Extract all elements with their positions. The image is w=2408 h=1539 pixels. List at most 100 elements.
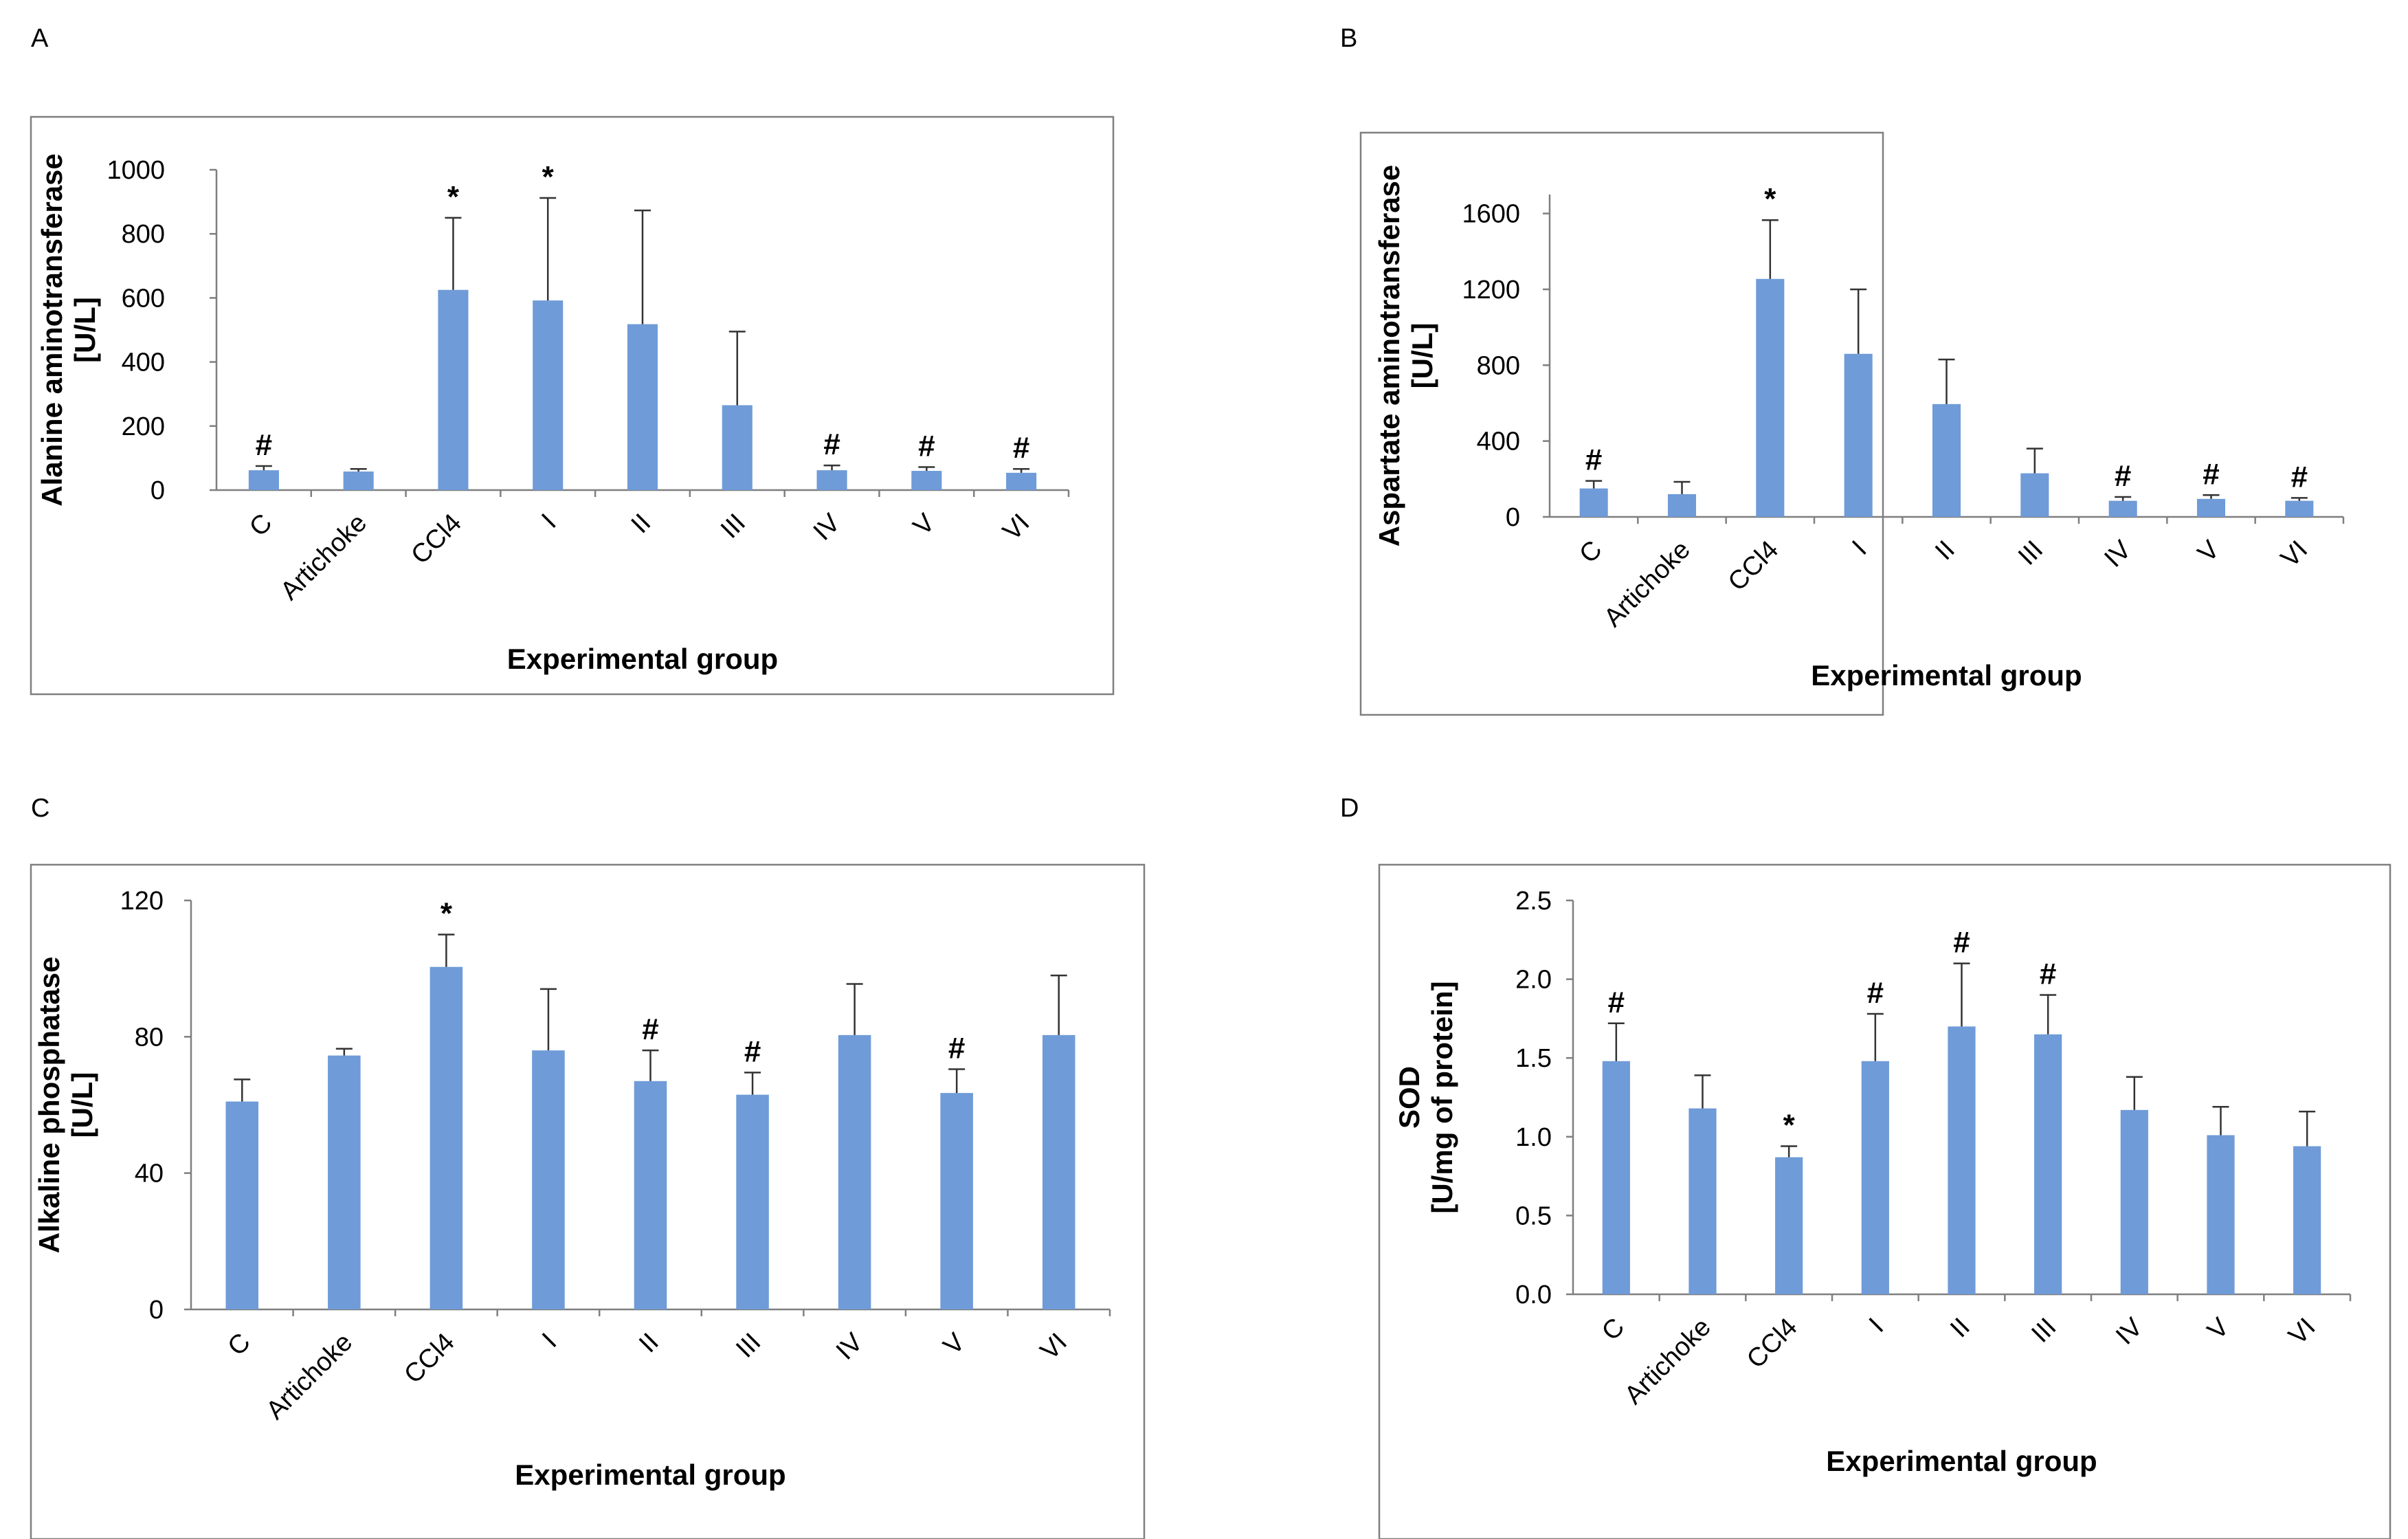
y-axis-title-line-2: [U/L] [1406,323,1438,389]
bar [2293,1146,2321,1294]
bar [1602,1061,1630,1294]
bar [1006,472,1037,490]
significance-star: * [1783,1109,1796,1142]
bar [816,470,847,490]
y-axis-title-line-2: [U/L] [66,1072,98,1138]
y-tick-label: 1600 [1462,200,1520,229]
significance-star: * [441,897,453,931]
bar [1775,1157,1803,1294]
significance-hash: # [1953,926,1970,960]
significance-star: * [1764,182,1776,216]
y-axis-title: Aspartate aminotransferase[U/L] [1373,165,1438,547]
significance-hash: # [2291,460,2308,494]
panel-letter: D [1340,794,1359,823]
bar [2108,500,2137,517]
bar [634,1081,667,1309]
y-tick-label: 0 [150,476,165,505]
significance-hash: # [2040,957,2056,991]
bar [2207,1135,2235,1294]
y-tick-label: 0 [149,1296,164,1325]
significance-star: * [542,160,555,194]
significance-hash: # [2203,457,2219,491]
significance-hash: # [1585,443,1602,477]
y-tick-label: 400 [1477,428,1520,456]
bar [2034,1034,2062,1294]
y-tick-label: 0.5 [1515,1202,1552,1230]
y-tick-label: 1000 [107,156,165,185]
significance-hash: # [256,428,272,462]
y-axis-title: Alanine aminotransferase[U/L] [36,153,101,507]
y-axis-title-line-2: [U/mg of protein] [1426,981,1458,1213]
category-label: VI [2275,535,2313,573]
y-tick-label: 200 [122,412,165,441]
y-axis-title-line-1: SOD [1393,1066,1425,1129]
panel-letter: B [1340,24,1357,53]
y-axis-title-line-1: Aspartate aminotransferase [1373,165,1405,547]
chart-frame [1359,131,1884,716]
panel-letter: A [31,24,49,53]
significance-hash: # [1608,986,1625,1019]
bar [533,300,564,490]
significance-hash: # [2115,459,2131,493]
significance-hash: # [744,1034,761,1068]
bar [1042,1034,1075,1309]
chart-frame [30,863,1146,1539]
category-label: II [1930,535,1961,566]
bar [343,471,374,490]
significance-hash: # [918,429,935,463]
y-tick-label: 0 [1506,503,1520,532]
bar [225,1101,259,1309]
y-tick-label: 2.0 [1515,966,1552,995]
bar [248,470,279,490]
significance-hash: # [1867,976,1884,1010]
bar [722,405,752,490]
y-tick-label: 1200 [1462,276,1520,305]
bar [328,1055,361,1309]
y-axis-title-line-1: Alkaline phosphatase [33,957,65,1254]
bar [532,1050,565,1309]
bar [2120,1109,2148,1294]
significance-hash: # [1013,431,1029,465]
x-axis-title: Experimental group [507,643,778,675]
significance-star: * [447,180,460,214]
y-tick-label: 800 [122,220,165,249]
bar [838,1034,871,1309]
y-axis-title: Alkaline phosphatase[U/L] [33,957,98,1254]
y-tick-label: 120 [120,887,164,916]
panel-letter: C [31,794,49,823]
bar [1579,488,1608,517]
bar [940,1093,973,1309]
bar [1844,353,1873,517]
x-axis-title: Experimental group [1811,659,2082,691]
bar [1948,1026,1976,1294]
y-tick-label: 1.5 [1515,1044,1552,1073]
bar [1667,494,1697,517]
category-label: V [2192,535,2225,568]
bar [1861,1061,1889,1294]
chart-frame [30,115,1115,696]
significance-hash: # [823,428,840,461]
bar [438,289,469,490]
y-tick-label: 600 [122,284,165,313]
y-tick-label: 800 [1477,351,1520,380]
category-label: IV [2099,535,2137,573]
y-tick-label: 2.5 [1515,887,1552,916]
x-axis-title: Experimental group [515,1459,785,1491]
y-tick-label: 0.0 [1515,1281,1552,1309]
bar [627,324,658,490]
bar [1932,403,1961,517]
bar [2020,473,2049,517]
x-axis-title: Experimental group [1826,1445,2097,1477]
y-tick-label: 400 [122,348,165,377]
significance-hash: # [642,1012,658,1046]
category-label: III [2013,535,2049,571]
y-axis-title: SOD[U/mg of protein] [1393,981,1458,1213]
y-axis-title-line-1: Alanine aminotransferase [36,153,68,507]
significance-hash: # [948,1031,965,1065]
bar [1756,278,1785,517]
bar [736,1094,769,1309]
